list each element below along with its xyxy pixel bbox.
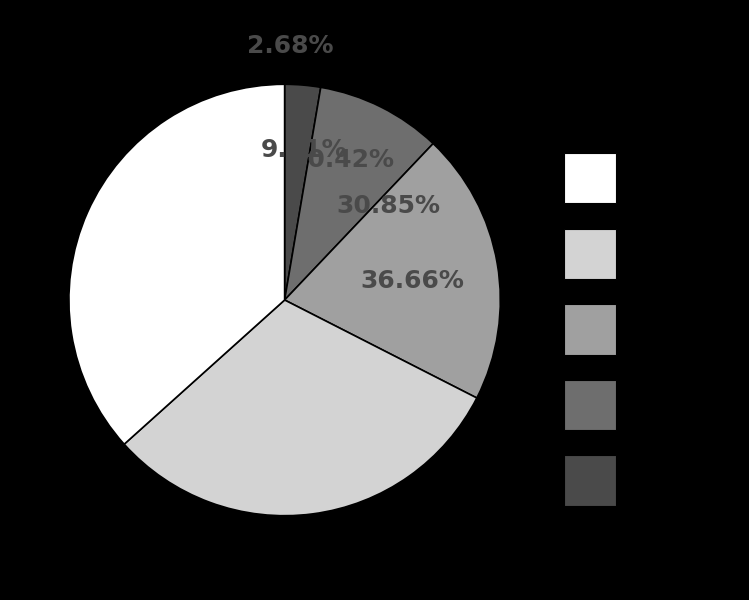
Text: 20.42%: 20.42%: [290, 148, 394, 172]
Text: Top: Top: [633, 172, 654, 185]
Text: 4th: 4th: [633, 398, 654, 412]
Text: 30.85%: 30.85%: [337, 194, 440, 218]
Text: Quintile: Quintile: [569, 111, 656, 130]
FancyBboxPatch shape: [563, 380, 616, 430]
Text: 36.66%: 36.66%: [361, 269, 464, 293]
FancyBboxPatch shape: [563, 304, 616, 355]
Wedge shape: [124, 300, 477, 516]
FancyBboxPatch shape: [563, 153, 616, 203]
Text: 2.68%: 2.68%: [247, 34, 334, 58]
Wedge shape: [285, 88, 433, 300]
FancyBboxPatch shape: [563, 455, 616, 506]
Wedge shape: [69, 84, 285, 444]
FancyBboxPatch shape: [563, 229, 616, 279]
Wedge shape: [285, 143, 500, 398]
Text: 3rd: 3rd: [633, 323, 654, 336]
Text: 9.41%: 9.41%: [261, 138, 348, 162]
Wedge shape: [285, 84, 321, 300]
Text: Bottom: Bottom: [633, 474, 679, 487]
Text: 2nd: 2nd: [633, 247, 657, 260]
